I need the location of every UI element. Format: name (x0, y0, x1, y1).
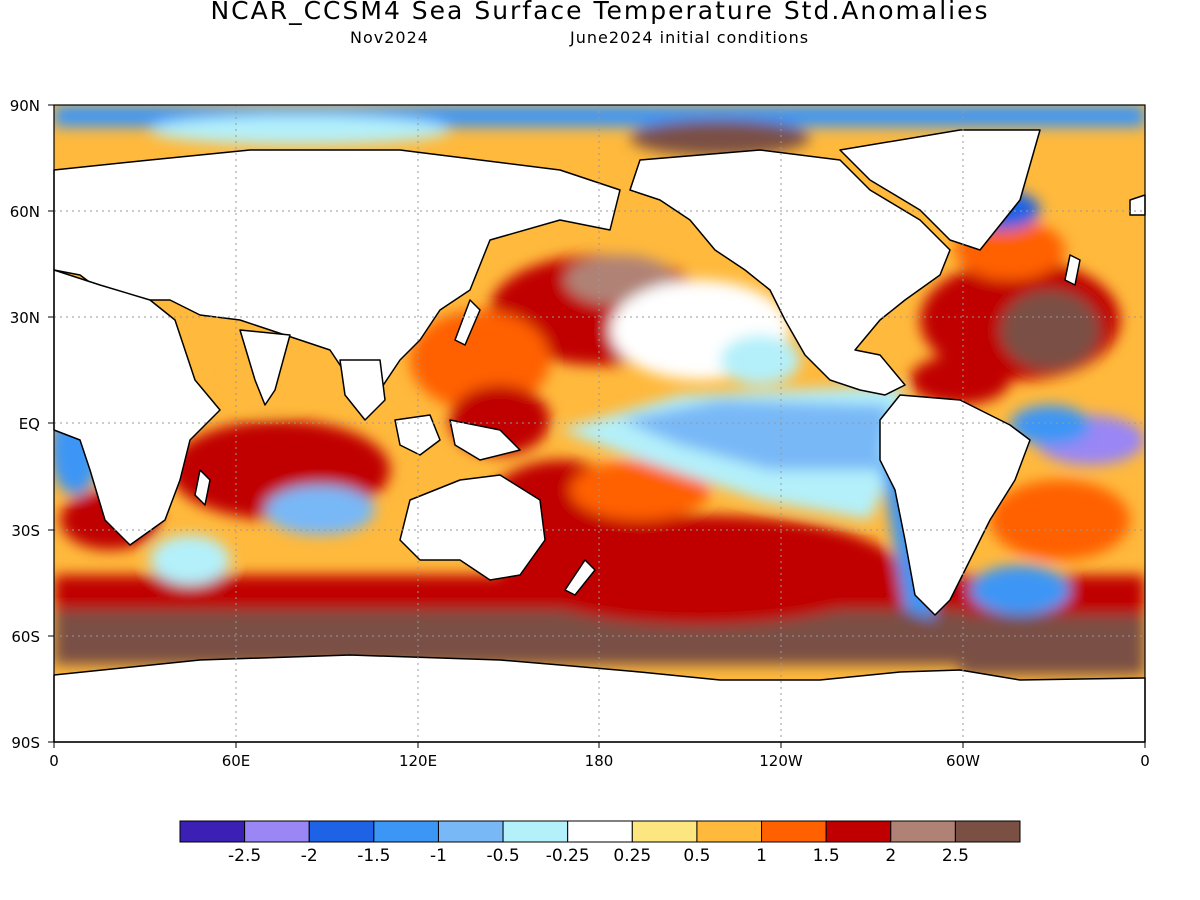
colorbar-label: 2.5 (942, 846, 969, 866)
colorbar-swatch (308, 820, 375, 843)
colorbar-label: 1 (756, 846, 767, 866)
lon-label-120w: 120W (759, 752, 803, 770)
latitude-labels: 90N 60N 30N EQ 30S 60S 90S (10, 97, 40, 752)
lat-label-60s: 60S (11, 628, 40, 646)
lat-label-30s: 30S (11, 522, 40, 540)
colorbar-label: 0.25 (613, 846, 651, 866)
colorbar-label: 2 (885, 846, 896, 866)
colorbar-swatch (631, 820, 698, 843)
lat-label-90s: 90S (11, 734, 40, 752)
colorbar-label: 0.5 (683, 846, 710, 866)
colorbar-swatch (954, 820, 1021, 843)
lon-label-60w: 60W (946, 752, 980, 770)
colorbar-swatch (825, 820, 892, 843)
chart-title: NCAR_CCSM4 Sea Surface Temperature Std.A… (210, 0, 990, 25)
lon-label-60e: 60E (222, 752, 251, 770)
lat-label-60n: 60N (10, 203, 40, 221)
colorbar-swatch (696, 820, 763, 843)
lon-label-180: 180 (585, 752, 614, 770)
grid-lines (54, 105, 1145, 742)
colorbar-swatch (761, 820, 827, 843)
lon-label-0: 0 (49, 752, 59, 770)
colorbar-label: -0.5 (486, 846, 519, 866)
tick-marks (48, 104, 1146, 748)
longitude-labels: 0 60E 120E 180 120W 60W 0 (49, 752, 1150, 770)
lat-label-90n: 90N (10, 97, 40, 115)
lon-label-0-end: 0 (1140, 752, 1150, 770)
colorbar-swatch (437, 820, 504, 843)
colorbar-swatch (502, 820, 569, 843)
colorbar-swatch (244, 820, 310, 843)
lon-label-120e: 120E (399, 752, 437, 770)
colorbar-label: -0.25 (546, 846, 590, 866)
colorbar: -2.5 -2 -1.5 -1 -0.5 -0.25 0.25 0.5 1 1.5 2 2.5 (179, 820, 1021, 866)
colorbar-label: -1 (430, 846, 447, 866)
colorbar-label: -2.5 (228, 846, 261, 866)
colorbar-label: -2 (301, 846, 318, 866)
colorbar-swatch (373, 820, 439, 843)
colorbar-label: 1.5 (813, 846, 840, 866)
lat-label-eq: EQ (19, 415, 40, 433)
colorbar-swatch (179, 820, 246, 843)
colorbar-swatch (567, 820, 633, 843)
colorbar-swatch (890, 820, 956, 843)
colorbar-label: -1.5 (357, 846, 390, 866)
lat-label-30n: 30N (10, 309, 40, 327)
forecast-month: Nov2024 (350, 28, 429, 47)
initial-conditions: June2024 initial conditions (570, 28, 810, 47)
